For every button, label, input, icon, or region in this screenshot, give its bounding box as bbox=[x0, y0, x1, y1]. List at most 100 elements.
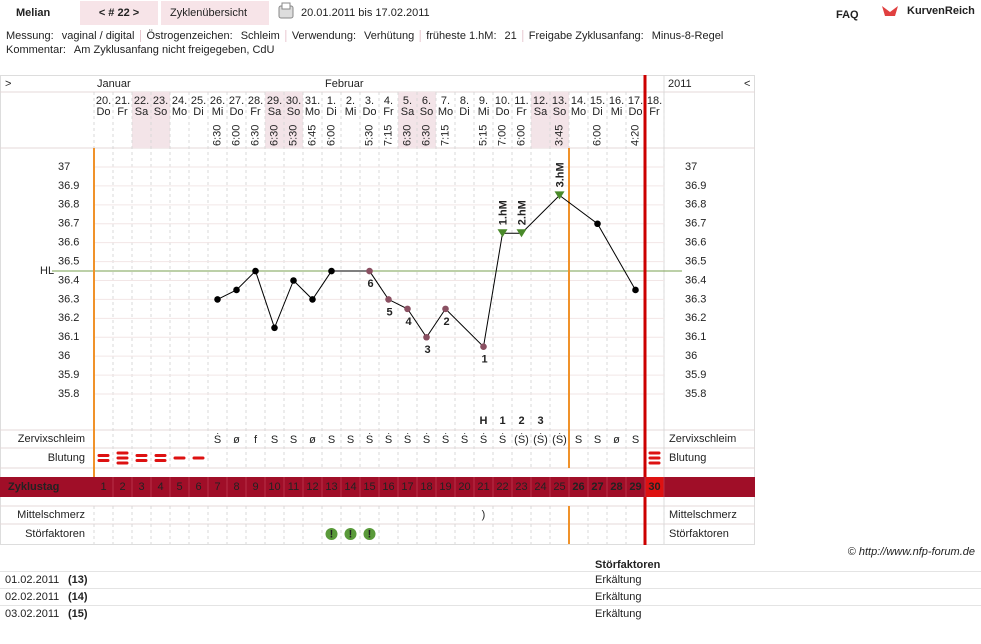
date: 7. bbox=[441, 95, 450, 107]
date: 10. bbox=[495, 95, 510, 107]
y-tick-label-right: 36.5 bbox=[685, 255, 706, 267]
cycle-day: 29 bbox=[629, 481, 641, 493]
weekday: Do bbox=[495, 106, 509, 118]
temperature-point bbox=[214, 296, 221, 303]
weekday: Fr bbox=[383, 106, 394, 118]
weekday: Sa bbox=[268, 106, 282, 118]
month-label: Februar bbox=[325, 78, 364, 90]
info-value: 21 bbox=[505, 30, 517, 42]
date: 11. bbox=[514, 95, 528, 107]
date: 5. bbox=[403, 95, 412, 107]
date-range: 20.01.2011 bis 17.02.2011 bbox=[301, 7, 430, 19]
weekend-shade bbox=[132, 92, 151, 148]
mucus: Ṡ bbox=[423, 433, 430, 446]
cycle-day: 14 bbox=[344, 481, 356, 493]
date: 4. bbox=[384, 95, 393, 107]
weekend-shade bbox=[284, 92, 303, 148]
row-label: Blutung bbox=[48, 452, 85, 464]
date: 18. bbox=[647, 95, 662, 107]
weekend-shade bbox=[398, 92, 417, 148]
y-tick-label-right: 36 bbox=[685, 350, 697, 362]
table-date: 01.02.2011 bbox=[5, 574, 59, 586]
weekday: Mo bbox=[438, 106, 453, 118]
mucus: Ṡ bbox=[499, 433, 506, 446]
info-label: Messung: bbox=[6, 30, 54, 42]
y-tick-label-right: 37 bbox=[685, 161, 697, 173]
y-tick-label: 36.8 bbox=[58, 199, 79, 211]
low-label: 3 bbox=[424, 344, 430, 356]
comment-label: Kommentar: bbox=[6, 44, 66, 56]
time: 7:15 bbox=[382, 125, 394, 146]
cycle-day: 23 bbox=[515, 481, 527, 493]
weekday: Mo bbox=[571, 106, 586, 118]
cycle-day: 13 bbox=[325, 481, 337, 493]
cycle-nav[interactable]: < # 22 > bbox=[99, 7, 139, 19]
temperature-point bbox=[404, 305, 411, 313]
weekday: Di bbox=[193, 106, 203, 118]
date: 1. bbox=[327, 95, 336, 107]
temperature-point bbox=[366, 267, 373, 275]
mucus: (Ṡ) bbox=[552, 433, 567, 446]
info-value: Minus-8-Regel bbox=[652, 30, 724, 42]
table-factor: Erkältung bbox=[595, 608, 641, 620]
table-factor: Erkältung bbox=[595, 574, 641, 586]
cycle-day: 27 bbox=[591, 481, 603, 493]
y-tick-label-right: 36.7 bbox=[685, 218, 706, 230]
info-label: Verwendung: bbox=[292, 30, 356, 42]
disturbance-mark: ! bbox=[349, 528, 353, 540]
y-tick-label-right: 36.4 bbox=[685, 274, 706, 286]
row-label: Mittelschmerz bbox=[17, 509, 85, 521]
year: 2011 bbox=[668, 78, 692, 90]
mucus-mark: 1 bbox=[499, 415, 505, 427]
date: 15. bbox=[590, 95, 605, 107]
date: 24. bbox=[172, 95, 187, 107]
info-label: Freigabe Zyklusanfang: bbox=[529, 30, 644, 42]
date: 6. bbox=[422, 95, 431, 107]
weekday: Do bbox=[362, 106, 376, 118]
date: 2. bbox=[346, 95, 355, 107]
mucus-mark: 3 bbox=[537, 415, 543, 427]
brand[interactable]: KurvenReich bbox=[907, 5, 975, 17]
table-day: (15) bbox=[68, 608, 88, 620]
mucus: S bbox=[328, 434, 335, 446]
cycle-day: 26 bbox=[572, 481, 584, 493]
weekend-shade bbox=[531, 92, 550, 148]
bleeding-dash bbox=[154, 454, 167, 457]
temperature-point bbox=[632, 286, 639, 294]
cycle-day: 5 bbox=[176, 481, 182, 493]
date: 21. bbox=[115, 95, 130, 107]
row-label-right: Mittelschmerz bbox=[669, 509, 737, 521]
date: 14. bbox=[571, 95, 586, 107]
date: 12. bbox=[533, 95, 548, 107]
table-day: (14) bbox=[68, 591, 88, 603]
cycle-day: 2 bbox=[119, 481, 125, 493]
low-label: 2 bbox=[443, 316, 449, 328]
cycle-day: 9 bbox=[252, 481, 258, 493]
row-label: Zervixschleim bbox=[18, 433, 85, 445]
comment: Am Zyklusanfang nicht freigegeben, CdU bbox=[74, 44, 275, 56]
bleeding-dash bbox=[116, 461, 129, 465]
y-tick-label: 36.2 bbox=[58, 312, 79, 324]
prev[interactable]: > bbox=[5, 78, 11, 90]
temperature-line bbox=[217, 194, 636, 348]
next[interactable]: < bbox=[744, 78, 750, 90]
date: 17. bbox=[628, 95, 643, 107]
tab[interactable]: Zyklenübersicht bbox=[170, 7, 247, 19]
disturbance-mark: ! bbox=[330, 528, 334, 540]
cycle-day: 8 bbox=[233, 481, 239, 493]
weekday: Mi bbox=[611, 106, 623, 118]
time: 6:30 bbox=[268, 125, 280, 146]
faq[interactable]: FAQ bbox=[836, 9, 859, 21]
y-tick-label: 36.1 bbox=[58, 331, 79, 343]
cycle-today bbox=[645, 477, 664, 497]
y-tick-label-right: 35.9 bbox=[685, 369, 706, 381]
date: 16. bbox=[609, 95, 624, 107]
y-tick-label-right: 35.8 bbox=[685, 388, 706, 400]
info-value: vaginal / digital bbox=[62, 30, 135, 42]
cycle-day: 19 bbox=[439, 481, 451, 493]
table-header: Störfaktoren bbox=[595, 559, 661, 571]
y-tick-label-right: 36.9 bbox=[685, 180, 706, 192]
date: 22. bbox=[134, 95, 149, 107]
y-tick-label-right: 36.6 bbox=[685, 237, 706, 249]
weekend-shade bbox=[550, 92, 569, 148]
